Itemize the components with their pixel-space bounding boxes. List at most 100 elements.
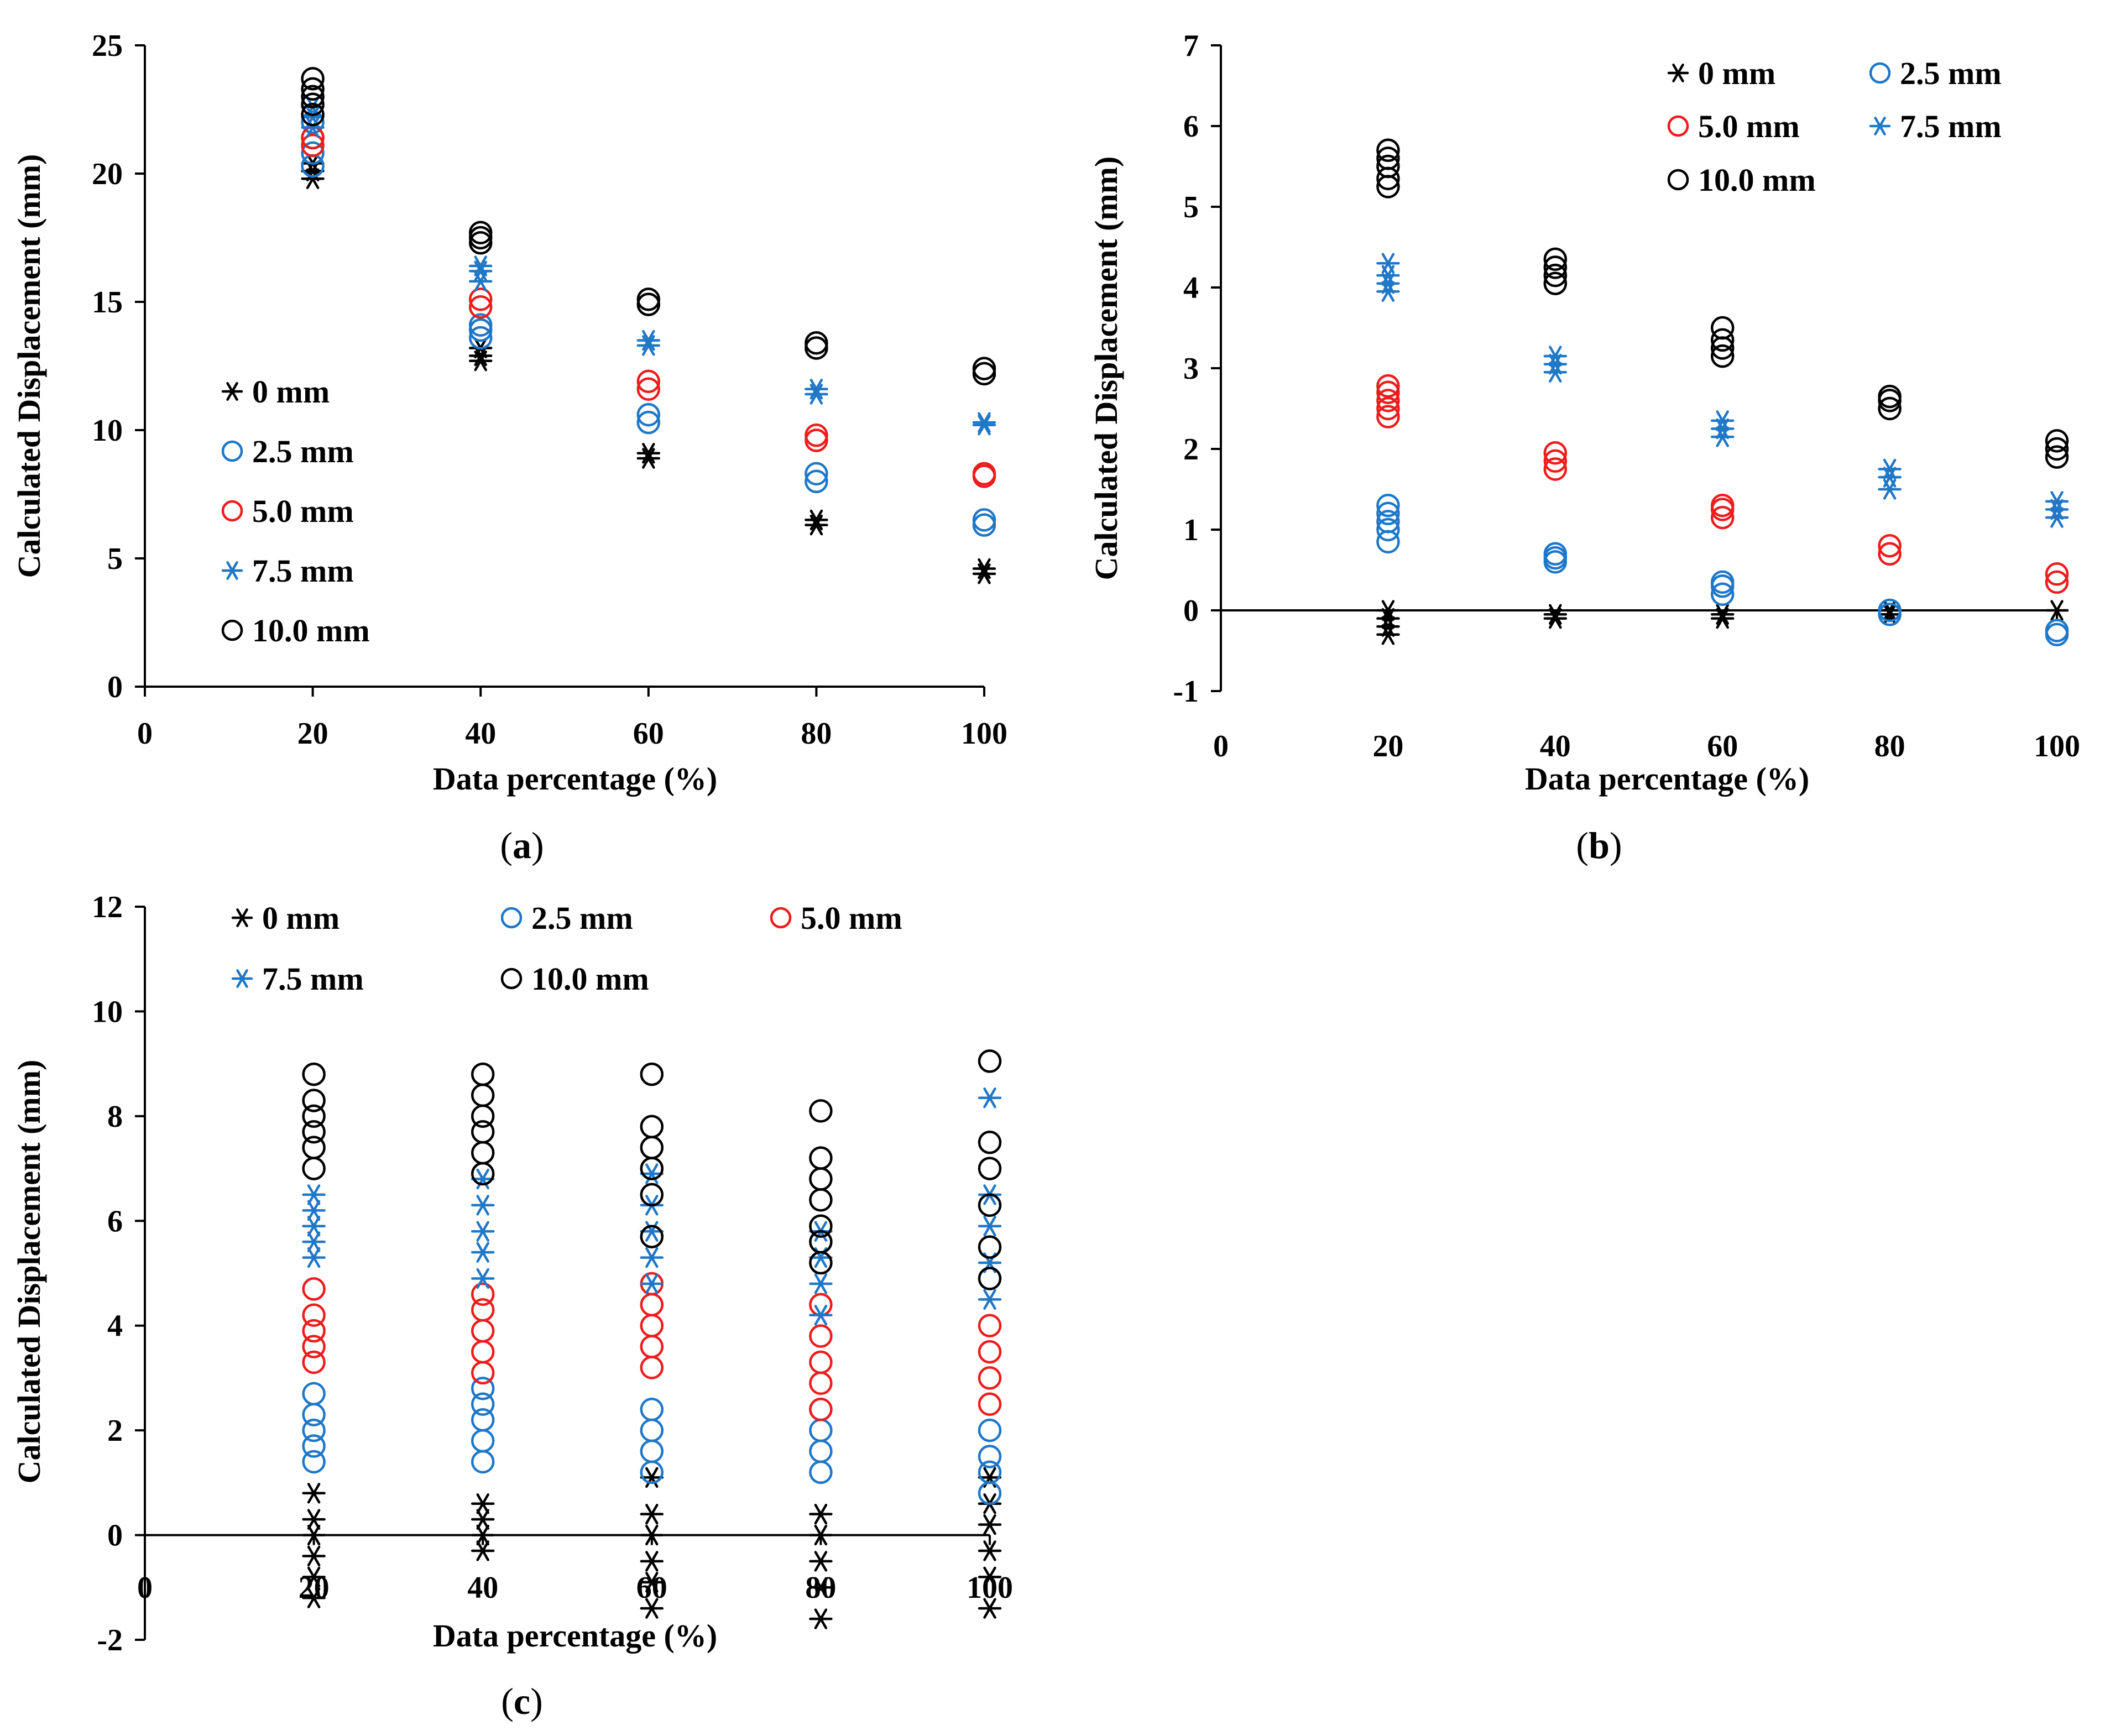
y-tick-label: 2 [107, 1414, 123, 1448]
y-tick-label: 10 [92, 995, 123, 1029]
point-5-0-mm [302, 1277, 326, 1301]
point-0-mm [640, 1551, 664, 1572]
point-5-0-mm [1376, 374, 1400, 398]
point-0-mm [471, 1493, 495, 1514]
x-tick-label: 20 [1372, 729, 1403, 764]
point-5-0-mm [640, 1356, 664, 1379]
point-2-5-mm [805, 469, 828, 494]
point-0-mm [302, 1545, 326, 1567]
point-7-5-mm [471, 1221, 495, 1242]
legend-marker-7-5-mm [231, 969, 253, 988]
point-10-0-mm [301, 77, 325, 101]
point-2-5-mm [302, 1382, 326, 1406]
point-0-mm [302, 1509, 326, 1530]
point-2-5-mm [1376, 530, 1400, 554]
point-2-5-mm [972, 513, 996, 537]
legend-marker-5-0-mm [1667, 115, 1689, 137]
point-10-0-mm [301, 85, 325, 109]
point-5-0-mm [1710, 493, 1735, 517]
point-10-0-mm [809, 1099, 833, 1123]
point-10-0-mm [978, 1157, 1002, 1180]
legend-marker-0-mm [231, 908, 253, 927]
point-7-5-mm [1710, 426, 1735, 447]
point-5-0-mm [471, 1319, 495, 1343]
x-tick-label: 60 [633, 717, 664, 751]
point-2-5-mm [978, 1460, 1002, 1484]
point-10-0-mm [302, 1062, 326, 1086]
point-2-5-mm [471, 1392, 495, 1416]
point-2-5-mm [805, 462, 828, 486]
y-tick-label: 8 [107, 1100, 123, 1134]
point-5-0-mm [471, 1340, 495, 1364]
point-2-5-mm [1376, 493, 1400, 517]
legend-marker-10-0-mm [1667, 169, 1689, 191]
point-0-mm [1710, 608, 1735, 629]
legend-label: 0 mm [1698, 55, 1775, 91]
point-5-0-mm [805, 423, 828, 447]
point-10-0-mm [805, 336, 828, 360]
y-tick-label: -2 [97, 1623, 123, 1657]
point-10-0-mm [302, 1120, 326, 1144]
legend-label: 5.0 mm [801, 900, 902, 936]
legend-marker-2-5-mm [1869, 62, 1891, 84]
point-7-5-mm [1543, 353, 1568, 375]
point-0-mm [640, 1572, 664, 1593]
y-tick-label: 25 [92, 29, 123, 63]
point-10-0-mm [978, 1267, 1002, 1290]
x-tick-label: 80 [1874, 729, 1905, 764]
x-tick-label: 80 [801, 717, 832, 751]
legend-marker-10-0-mm [221, 619, 243, 641]
x-tick-label: 20 [297, 717, 328, 751]
point-10-0-mm [1878, 396, 1902, 421]
point-2-5-mm [471, 1377, 495, 1400]
point-0-mm [640, 1503, 664, 1525]
point-10-0-mm [636, 287, 661, 311]
point-2-5-mm [978, 1481, 1002, 1505]
point-2-5-mm [302, 1450, 326, 1474]
point-5-0-mm [302, 1303, 326, 1327]
point-0-mm [809, 1524, 833, 1546]
point-2-5-mm [809, 1418, 833, 1442]
point-2-5-mm [302, 1403, 326, 1426]
point-7-5-mm [640, 1163, 664, 1184]
y-tick-label: 3 [1183, 352, 1199, 386]
point-10-0-mm [972, 357, 996, 380]
panel-caption: (a) [500, 824, 544, 866]
point-10-0-mm [301, 67, 325, 91]
point-5-0-mm [1543, 441, 1568, 465]
point-10-0-mm [1878, 384, 1902, 409]
point-7-5-mm [302, 1247, 326, 1268]
chart-panel-c: -2024681012020406080100Data percentage (… [11, 890, 1013, 1722]
legend-marker-10-0-mm [500, 968, 523, 990]
point-5-0-mm [809, 1350, 833, 1374]
point-7-5-mm [972, 415, 996, 436]
point-2-5-mm [301, 141, 325, 165]
point-7-5-mm [636, 330, 661, 351]
point-2-5-mm [1878, 598, 1902, 623]
point-2-5-mm [468, 326, 493, 350]
point-7-5-mm [302, 1200, 326, 1221]
point-2-5-mm [302, 1434, 326, 1458]
point-7-5-mm [1878, 467, 1902, 488]
point-0-mm [302, 1566, 326, 1588]
point-2-5-mm [471, 1408, 495, 1432]
legend-label: 2.5 mm [1900, 55, 2002, 91]
point-7-5-mm [471, 1195, 495, 1216]
x-axis-title: Data percentage (%) [433, 761, 717, 797]
legend-label: 5.0 mm [1698, 108, 1800, 144]
point-7-5-mm [640, 1221, 664, 1242]
point-5-0-mm [978, 1340, 1002, 1364]
point-0-mm [1710, 604, 1735, 625]
y-tick-label: 0 [1183, 594, 1199, 628]
y-tick-label: 0 [107, 670, 123, 704]
x-tick-label: 100 [961, 717, 1007, 751]
point-5-0-mm [978, 1314, 1002, 1337]
point-10-0-mm [805, 331, 828, 355]
data-points [1376, 138, 2069, 647]
point-10-0-mm [1543, 271, 1568, 295]
point-10-0-mm [302, 1089, 326, 1112]
panel-caption: (b) [1576, 824, 1622, 866]
point-10-0-mm [978, 1130, 1002, 1154]
data-points [302, 1049, 1002, 1629]
